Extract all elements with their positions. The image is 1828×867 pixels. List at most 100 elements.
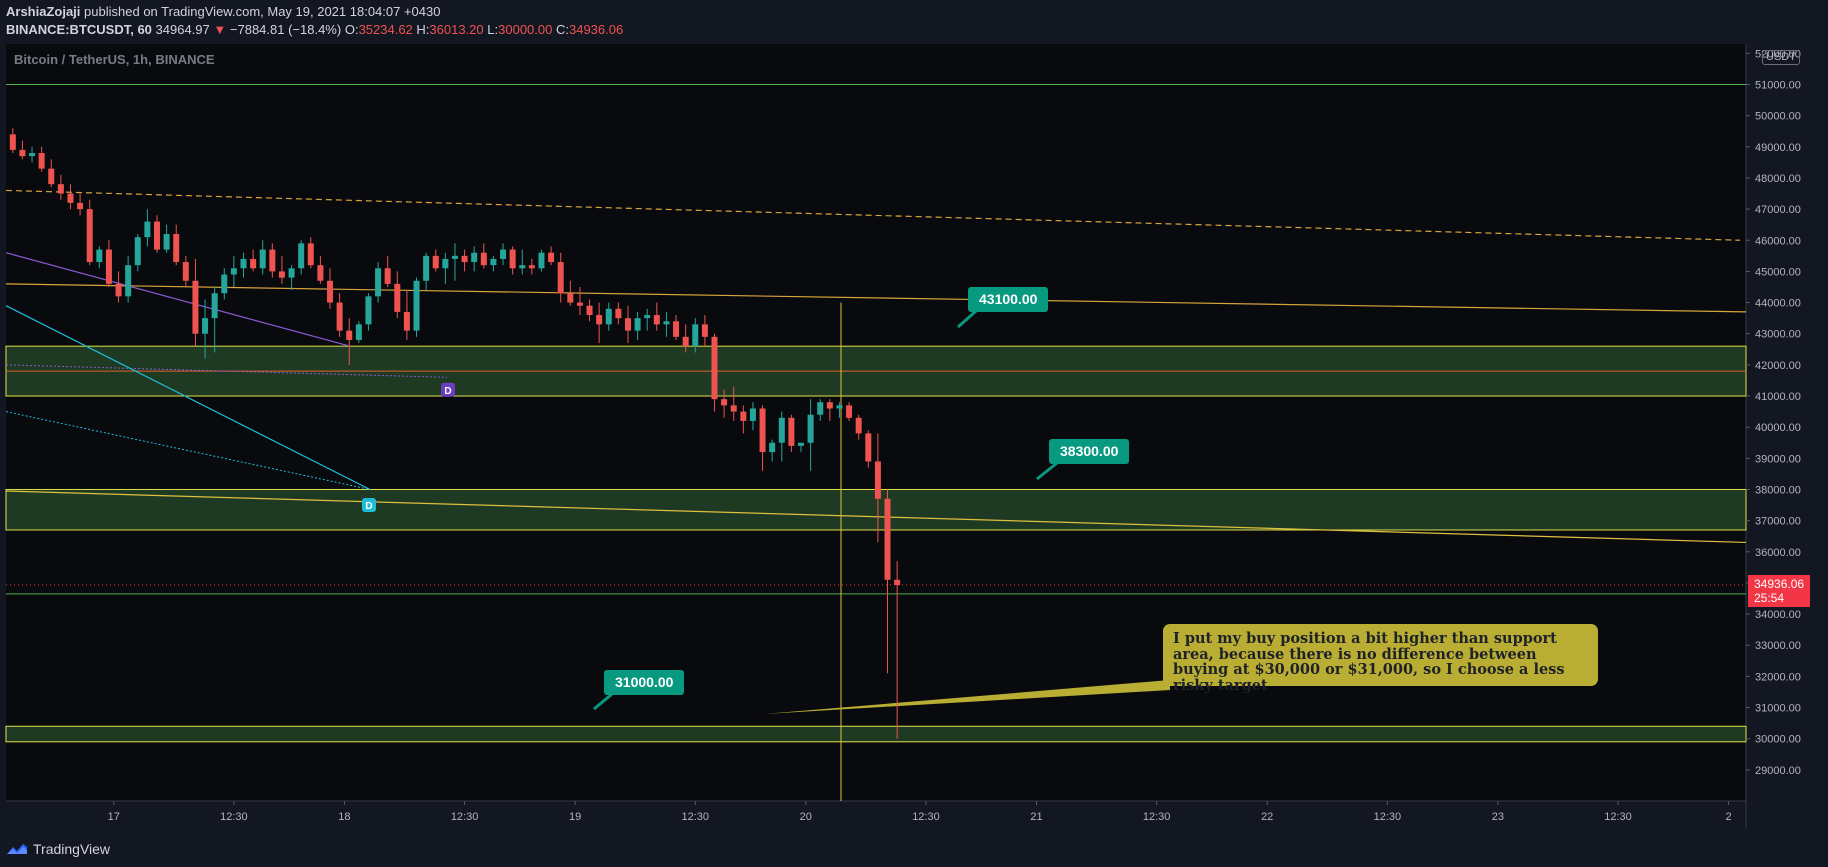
candle-47: [461, 249, 468, 272]
candle-body-77: [749, 408, 756, 421]
candle-50: [490, 255, 497, 272]
candle-body-82: [798, 442, 805, 446]
buy-note[interactable]: I put my buy position a bit higher than …: [1163, 624, 1598, 693]
candle-body-10: [105, 249, 112, 284]
target-callout-1[interactable]: 43100.00: [968, 287, 1049, 312]
callout-pointer-2: [1036, 461, 1058, 481]
last-price: 34964.97: [155, 22, 210, 37]
candle-63: [615, 302, 622, 325]
candle-83: [807, 399, 814, 471]
plot-area[interactable]: [6, 44, 1746, 801]
candle-9: [96, 246, 103, 269]
candle-body-64: [624, 318, 631, 331]
candle-23: [230, 255, 237, 287]
candle-body-63: [615, 308, 622, 319]
candle-body-74: [721, 399, 728, 406]
candle-body-41: [403, 311, 410, 331]
candle-45: [442, 252, 449, 284]
candle-36: [355, 321, 362, 344]
candle-body-48: [471, 252, 478, 263]
low-value: 30000.00: [498, 22, 553, 37]
callout-pointer-1: [957, 309, 977, 329]
candle-13: [134, 234, 141, 272]
candle-body-28: [278, 271, 285, 278]
candle-18: [182, 255, 189, 287]
candle-body-23: [230, 268, 237, 275]
candle-75: [730, 386, 737, 421]
candle-32: [317, 255, 324, 284]
time-scale[interactable]: [6, 801, 1746, 829]
open-label: O:: [344, 22, 359, 37]
cyan-d-marker-label: D: [365, 501, 372, 512]
author-name[interactable]: ArshiaZojaji: [6, 4, 81, 19]
candle-body-36: [355, 324, 362, 340]
candle-7: [77, 193, 84, 216]
chart-title: Bitcoin / TetherUS, 1h, BINANCE: [14, 52, 215, 67]
time-tick-label: 19: [569, 811, 581, 823]
candle-body-83: [807, 414, 814, 443]
candle-64: [624, 305, 631, 344]
candle-8: [86, 199, 93, 266]
candle-10: [105, 240, 112, 287]
candle-body-30: [298, 243, 305, 269]
candle-29: [288, 265, 295, 291]
candle-60: [586, 299, 593, 322]
candle-14: [144, 209, 151, 247]
bar-countdown: 25:54: [1754, 591, 1785, 605]
low-label: L:: [487, 22, 499, 37]
candle-66: [644, 308, 651, 331]
candle-69: [673, 315, 680, 340]
candle-78: [759, 405, 766, 471]
descending-trendline: [5, 490, 1747, 544]
candle-40: [394, 271, 401, 319]
target-callout-2[interactable]: 38300.00: [1049, 439, 1130, 464]
time-tick-label: 12:30: [451, 811, 479, 823]
candle-17: [173, 224, 180, 266]
candle-5: [57, 174, 64, 200]
cyan-trendline: [5, 305, 371, 491]
candle-15: [153, 215, 160, 253]
candle-6: [67, 184, 74, 210]
tradingview-logo-icon: [7, 844, 27, 854]
time-tick-label: 21: [1030, 811, 1042, 823]
candle-82: [798, 442, 805, 453]
candle-92: [894, 561, 901, 739]
candle-body-3: [38, 153, 45, 169]
high-label: H:: [416, 22, 430, 37]
candle-53: [519, 249, 526, 275]
callout-pointer-3: [593, 692, 613, 711]
price-tick-label: 46000.00: [1755, 235, 1801, 247]
time-tick-label: 12:30: [220, 811, 248, 823]
down-triangle-icon: ▼: [213, 22, 227, 37]
candle-body-15: [153, 221, 160, 250]
candle-58: [567, 280, 574, 306]
candle-body-72: [701, 324, 708, 337]
candle-body-62: [605, 308, 612, 325]
candle-body-49: [480, 252, 487, 266]
candle-body-50: [490, 258, 497, 266]
price-tick-label: 33000.00: [1755, 640, 1801, 652]
close-value: 34936.06: [568, 22, 624, 37]
candle-33: [327, 268, 334, 309]
price-tick-label: 34000.00: [1755, 609, 1801, 621]
currency-badge[interactable]: USDT: [1762, 50, 1800, 65]
candle-44: [432, 249, 439, 272]
candle-39: [384, 255, 391, 287]
candle-body-84: [817, 402, 824, 415]
candle-body-27: [269, 249, 276, 272]
candle-body-57: [557, 262, 564, 294]
candle-16: [163, 224, 170, 253]
price-tick-label: 42000.00: [1755, 360, 1801, 372]
footer: TradingView: [6, 839, 110, 859]
candle-body-76: [740, 411, 747, 421]
brand-name[interactable]: TradingView: [33, 841, 111, 857]
price-scale[interactable]: [1746, 44, 1828, 829]
price-tick-label: 36000.00: [1755, 547, 1801, 559]
candle-42: [413, 277, 420, 337]
candle-body-9: [96, 249, 103, 263]
target-callout-3[interactable]: 31000.00: [604, 670, 685, 695]
candle-48: [471, 246, 478, 272]
candle-body-60: [586, 305, 593, 316]
candle-body-65: [634, 318, 641, 331]
